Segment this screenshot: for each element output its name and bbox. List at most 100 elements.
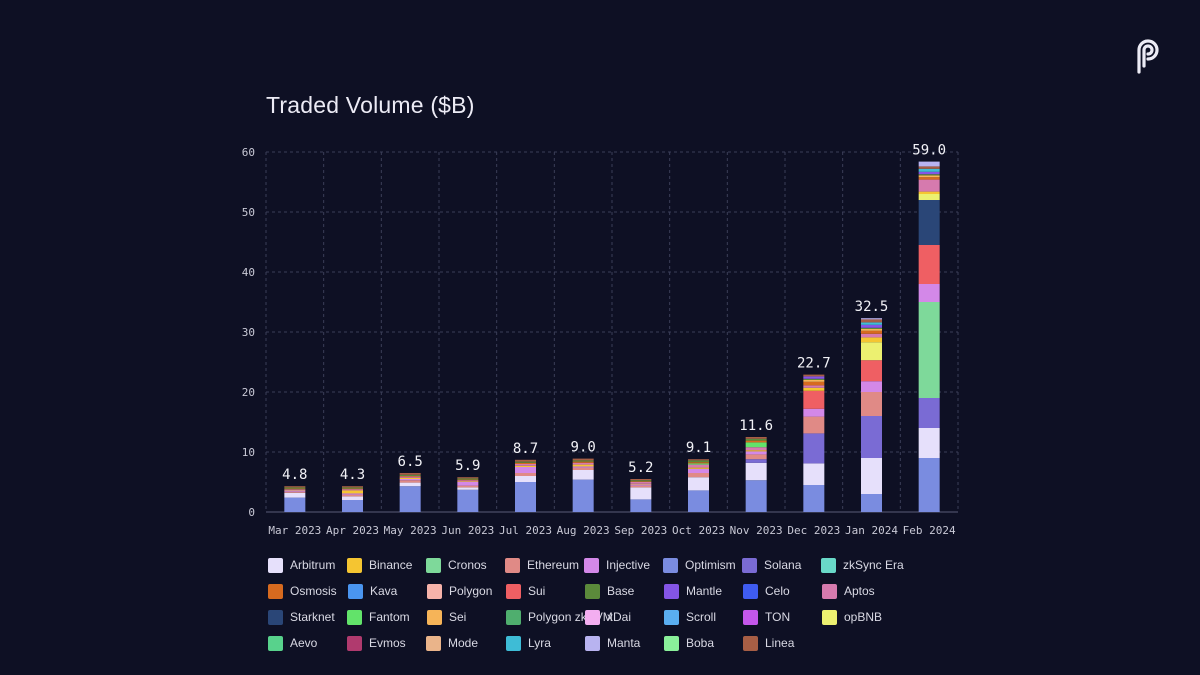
legend-swatch (347, 557, 362, 573)
bar-segment-ethereum (803, 416, 825, 434)
bar-segment-arbitrum (342, 496, 363, 500)
y-tick-label: 0 (248, 506, 255, 519)
bar-segment-aptos (688, 464, 709, 468)
bar-segment-base (399, 474, 421, 476)
x-tick-label: Nov 2023 (730, 524, 783, 537)
legend-item: Polygon (427, 583, 506, 599)
y-tick-label: 10 (242, 446, 255, 459)
bar-segment-binance (572, 464, 594, 467)
legend-swatch (822, 609, 837, 625)
bar-segment-aptos (284, 489, 306, 490)
bar-segment-injective (342, 493, 363, 495)
legend-label: Celo (765, 584, 790, 598)
bar-segment-arbitrum (918, 428, 940, 458)
legend-item: Base (585, 583, 664, 599)
legend-swatch (585, 635, 600, 651)
bar-segment-osmosis (918, 177, 940, 180)
legend-label: zkSync Era (843, 558, 904, 572)
bar-segment-binance (918, 191, 940, 194)
legend-label: Cronos (448, 558, 487, 572)
bar-segment-optimism (399, 486, 421, 512)
bar-segment-base (515, 461, 536, 463)
bar-segment-optimism (803, 485, 825, 512)
bar-segment-optimism (342, 500, 363, 512)
bar-segment-injective (630, 484, 652, 486)
bar-segment-binance (284, 489, 306, 491)
bar-segment-arbitrum (803, 463, 825, 485)
legend-item: Mantle (664, 583, 743, 599)
legend-label: Arbitrum (290, 558, 336, 572)
bar-segment-aptos (572, 462, 594, 465)
legend-swatch (506, 635, 521, 651)
legend-item: Ethereum (505, 557, 584, 573)
bar-segment-base (745, 438, 767, 441)
bar-segment-osmosis (399, 476, 421, 477)
bar-segment-arbitrum (457, 487, 479, 490)
bar-segment-ethereum (457, 485, 479, 488)
y-tick-label: 50 (242, 206, 255, 219)
legend-label: Scroll (686, 610, 717, 624)
bar-segment-osmosis (688, 462, 709, 464)
bar-segment-binance (342, 490, 363, 494)
legend-label: Aevo (290, 636, 318, 650)
legend-item: Mode (426, 635, 506, 651)
bar-segment-linea (745, 437, 767, 439)
legend-item: Binance (347, 557, 426, 573)
legend-swatch (742, 557, 757, 573)
bar-segment-ethereum (342, 494, 363, 497)
legend-item: Aptos (822, 583, 901, 599)
bar-segment-solana (803, 433, 825, 464)
bar-segment-linea (515, 459, 536, 462)
legend-item: Polygon zkEVM (506, 609, 613, 625)
legend-swatch (664, 583, 679, 599)
bar-segment-osmosis (745, 440, 767, 443)
bar-segment-mantle (861, 324, 882, 328)
legend-label: Injective (606, 558, 651, 572)
bar-segment-fantom (688, 463, 709, 465)
bar-segment-fantom (745, 442, 767, 448)
bar-segment-base (284, 487, 306, 489)
bar-segment-binance (399, 477, 421, 479)
legend-item: Arbitrum (268, 557, 347, 573)
legend-swatch (268, 635, 283, 651)
bar-segment-injective (515, 467, 536, 473)
legend-label: Base (607, 584, 635, 598)
bar-total-label: 8.7 (513, 441, 538, 457)
bar-segment-linea (630, 479, 652, 481)
bar-segment-optimism (284, 497, 306, 512)
bar-segment-binance (688, 467, 709, 469)
legend-swatch (347, 635, 362, 651)
bar-segment-ethereum (572, 467, 594, 470)
bar-segment-osmosis (572, 461, 594, 463)
bar-segment-arbitrum (861, 458, 882, 494)
x-tick-label: Aug 2023 (557, 524, 610, 537)
legend-item: Celo (743, 583, 822, 599)
bar-total-label: 4.8 (282, 467, 307, 483)
bar-segment-injective (399, 479, 421, 481)
x-tick-label: Jul 2023 (499, 524, 552, 537)
legend-item: Optimism (663, 557, 742, 573)
legend-item: Scroll (664, 609, 743, 625)
legend-swatch (585, 583, 600, 599)
legend-swatch (743, 583, 758, 599)
bar-segment-linea (918, 166, 940, 169)
bar-segment-ethereum (861, 392, 882, 416)
legend-item: Starknet (268, 609, 347, 625)
legend-item: Boba (664, 635, 743, 651)
legend-label: opBNB (844, 610, 883, 624)
legend-item: TON (743, 609, 822, 625)
bar-segment-opbnb (861, 342, 882, 361)
legend-label: Ethereum (527, 558, 580, 572)
legend-item: Solana (742, 557, 821, 573)
bar-total-label: 32.5 (855, 299, 889, 315)
bar-segment-aptos (342, 489, 363, 491)
x-tick-label: Sep 2023 (614, 524, 667, 537)
legend-swatch (348, 583, 363, 599)
legend-label: Aptos (844, 584, 875, 598)
legend-item: Sui (506, 583, 585, 599)
legend-label: Osmosis (290, 584, 337, 598)
legend-label: xDai (607, 610, 632, 624)
bar-segment-sei (861, 329, 882, 331)
bar-segment-manta (861, 318, 882, 320)
bar-segment-binance (861, 337, 882, 343)
